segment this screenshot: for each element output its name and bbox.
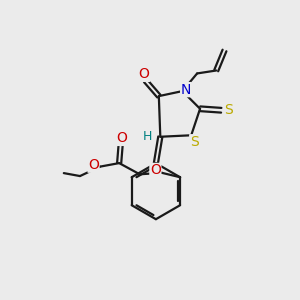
Text: O: O bbox=[150, 164, 161, 178]
Text: O: O bbox=[139, 67, 149, 81]
Text: S: S bbox=[224, 103, 233, 117]
Text: O: O bbox=[88, 158, 99, 172]
Text: N: N bbox=[181, 82, 191, 97]
Text: O: O bbox=[117, 131, 128, 146]
Text: S: S bbox=[190, 135, 199, 149]
Text: H: H bbox=[142, 130, 152, 143]
